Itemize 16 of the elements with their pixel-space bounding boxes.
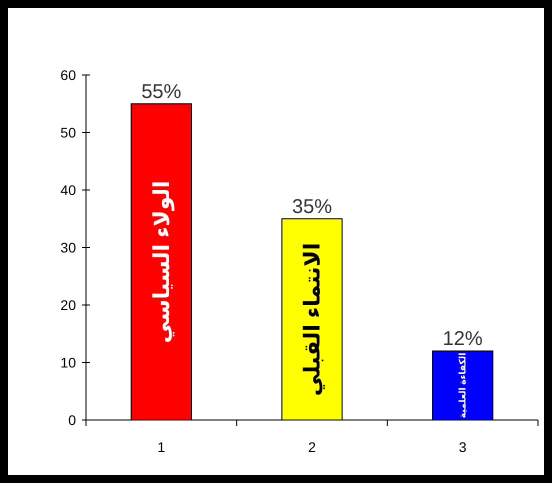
annotation: الانتماء القبلي bbox=[300, 242, 326, 396]
data-label: 12% bbox=[442, 328, 483, 350]
y-tick-label: 20 bbox=[60, 297, 76, 313]
y-tick-label: 40 bbox=[60, 182, 76, 198]
x-tick-label: 2 bbox=[308, 439, 316, 455]
y-tick-label: 30 bbox=[60, 240, 76, 256]
annotation: الولاء السياسي bbox=[148, 180, 175, 344]
y-tick-label: 10 bbox=[60, 354, 76, 370]
data-label: 35% bbox=[292, 196, 332, 218]
x-tick-label: 3 bbox=[458, 439, 467, 455]
data-label: 55% bbox=[141, 80, 182, 103]
annotation: الكفاءة العلمية bbox=[458, 352, 468, 418]
x-tick-label: 1 bbox=[157, 439, 166, 455]
y-tick-label: 60 bbox=[60, 67, 76, 83]
y-tick-label: 0 bbox=[68, 412, 76, 428]
y-tick-label: 50 bbox=[60, 124, 76, 140]
